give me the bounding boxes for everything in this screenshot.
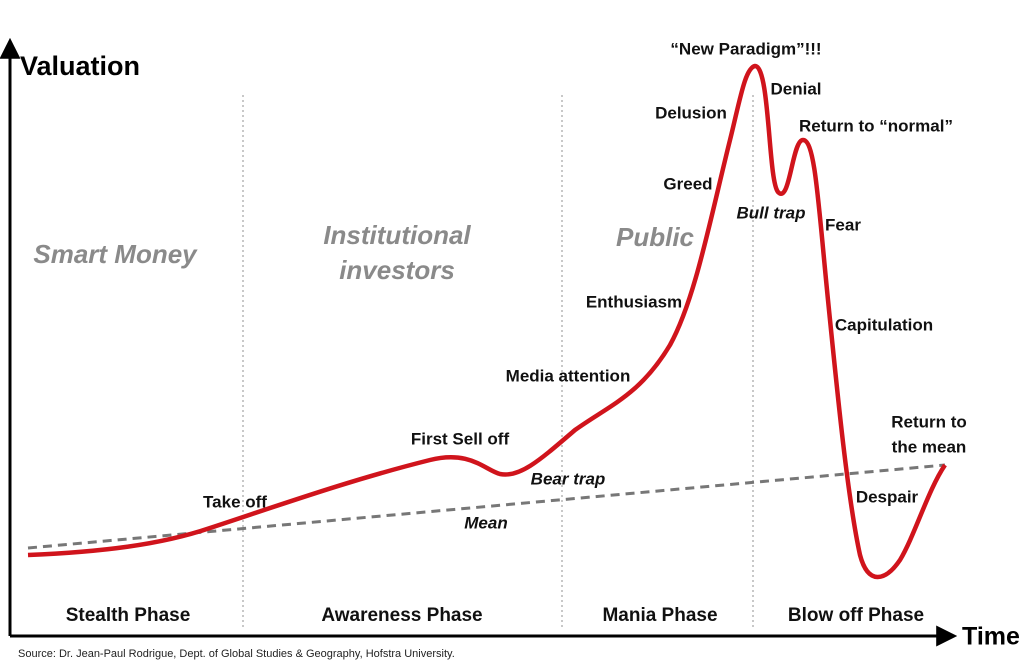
annotation: Enthusiasm — [586, 292, 682, 311]
source-note: Source: Dr. Jean-Paul Rodrigue, Dept. of… — [18, 648, 455, 660]
mean-line — [27, 463, 946, 550]
annotation: Despair — [856, 487, 919, 506]
phase-label: Blow off Phase — [788, 605, 924, 626]
annotation: Mean — [464, 513, 507, 532]
annotation: Denial — [770, 79, 821, 98]
group-label: Institutional — [323, 220, 471, 250]
cycle-curve — [27, 63, 947, 580]
y-axis-label: Valuation — [20, 51, 140, 81]
phase-label: Awareness Phase — [321, 605, 482, 626]
annotation: the mean — [892, 437, 967, 456]
group-label: Smart Money — [33, 239, 198, 269]
annotation: Take off — [203, 492, 267, 511]
annotation: Capitulation — [835, 315, 933, 334]
annotation: Greed — [663, 174, 712, 193]
group-label: investors — [339, 255, 455, 285]
phase-label: Mania Phase — [602, 605, 717, 626]
annotation: Bear trap — [531, 469, 606, 488]
annotation: Return to — [891, 412, 967, 431]
annotation: Fear — [825, 215, 861, 234]
x-axis-label: Time — [962, 623, 1020, 651]
annotation: “New Paradigm”!!! — [670, 39, 821, 58]
annotation: First Sell off — [411, 429, 510, 448]
annotation: Bull trap — [737, 203, 806, 222]
annotation: Media attention — [506, 366, 631, 385]
phase-label: Stealth Phase — [66, 605, 191, 626]
annotation: Delusion — [655, 103, 727, 122]
group-label: Public — [616, 222, 695, 252]
annotation: Return to “normal” — [799, 116, 953, 135]
